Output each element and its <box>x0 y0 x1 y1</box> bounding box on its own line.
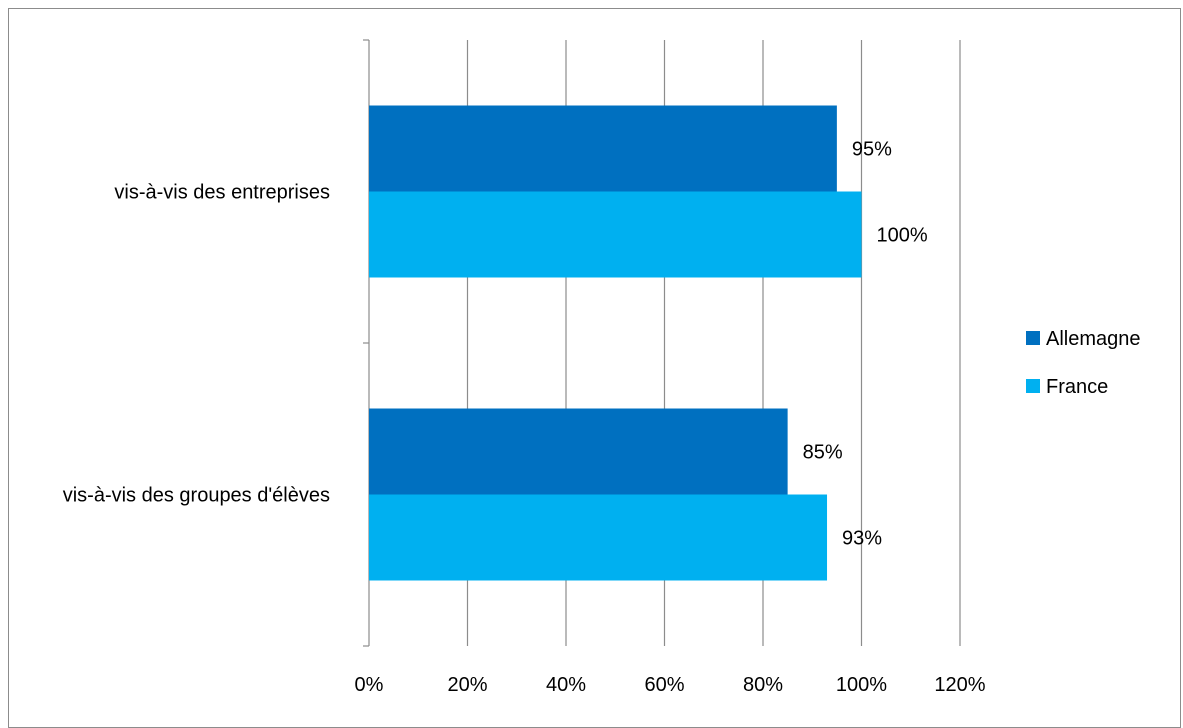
x-tick-label: 0% <box>355 674 384 696</box>
bar-france[interactable] <box>369 191 862 278</box>
x-tick-label: 80% <box>743 674 783 696</box>
legend-swatch <box>1026 331 1040 345</box>
data-label: 100% <box>877 225 928 247</box>
legend-swatch <box>1026 379 1040 393</box>
data-label: 93% <box>842 528 882 550</box>
legend-label: France <box>1046 376 1108 398</box>
data-label: 95% <box>852 139 892 161</box>
x-tick-label: 60% <box>644 674 684 696</box>
bar-france[interactable] <box>369 494 828 581</box>
bar-chart: 0% 20% 40% 60% 80% 100% 120% vis-à-vis des entr… <box>63 39 1141 696</box>
data-label: 85% <box>803 442 843 464</box>
x-tick-label: 20% <box>447 674 487 696</box>
bar-allemagne[interactable] <box>369 408 788 495</box>
legend-item-france[interactable]: France <box>1026 376 1108 398</box>
legend-label: Allemagne <box>1046 328 1141 350</box>
x-tick-label: 100% <box>836 674 887 696</box>
bar-allemagne[interactable] <box>369 105 837 192</box>
x-tick-label: 40% <box>546 674 586 696</box>
category-label: vis-à-vis des groupes d'élèves <box>63 485 330 507</box>
category-label: vis-à-vis des entreprises <box>114 182 330 204</box>
x-tick-label: 120% <box>934 674 985 696</box>
legend-item-allemagne[interactable]: Allemagne <box>1026 328 1141 350</box>
